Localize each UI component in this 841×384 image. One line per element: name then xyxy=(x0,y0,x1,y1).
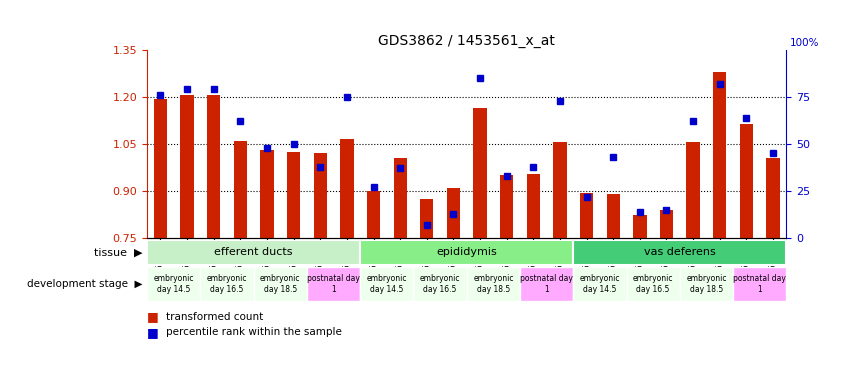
Text: epididymis: epididymis xyxy=(436,247,497,258)
Text: postnatal day
1: postnatal day 1 xyxy=(307,275,360,294)
Bar xyxy=(766,158,780,238)
Bar xyxy=(467,267,520,301)
Text: transformed count: transformed count xyxy=(166,312,263,322)
Bar xyxy=(553,142,567,238)
Bar xyxy=(394,158,407,238)
Bar xyxy=(447,188,460,238)
Bar xyxy=(633,215,647,238)
Bar xyxy=(660,210,673,238)
Bar xyxy=(147,240,360,265)
Bar xyxy=(261,150,273,238)
Text: embryonic
day 18.5: embryonic day 18.5 xyxy=(686,275,727,294)
Bar xyxy=(520,267,574,301)
Text: embryonic
day 14.5: embryonic day 14.5 xyxy=(367,275,407,294)
Bar xyxy=(686,142,700,238)
Text: embryonic
day 14.5: embryonic day 14.5 xyxy=(579,275,620,294)
Text: tissue  ▶: tissue ▶ xyxy=(94,247,143,258)
Bar xyxy=(574,240,786,265)
Bar xyxy=(154,99,167,238)
Bar xyxy=(367,191,380,238)
Bar xyxy=(580,193,593,238)
Bar xyxy=(473,108,487,238)
Bar xyxy=(287,152,300,238)
Bar xyxy=(307,267,360,301)
Text: percentile rank within the sample: percentile rank within the sample xyxy=(166,327,341,337)
Bar xyxy=(574,267,627,301)
Text: development stage  ▶: development stage ▶ xyxy=(28,279,143,289)
Bar xyxy=(680,267,733,301)
Bar xyxy=(147,267,200,301)
Text: embryonic
day 18.5: embryonic day 18.5 xyxy=(260,275,300,294)
Bar xyxy=(606,194,620,238)
Bar xyxy=(740,124,753,238)
Bar xyxy=(200,267,254,301)
Bar xyxy=(420,199,433,238)
Text: efferent ducts: efferent ducts xyxy=(214,247,293,258)
Text: embryonic
day 16.5: embryonic day 16.5 xyxy=(633,275,674,294)
Bar xyxy=(526,174,540,238)
Bar xyxy=(181,95,193,238)
Bar xyxy=(713,72,727,238)
Text: embryonic
day 18.5: embryonic day 18.5 xyxy=(473,275,514,294)
Text: embryonic
day 16.5: embryonic day 16.5 xyxy=(207,275,247,294)
Text: embryonic
day 16.5: embryonic day 16.5 xyxy=(420,275,460,294)
Bar xyxy=(341,139,353,238)
Text: 100%: 100% xyxy=(790,38,819,48)
Text: embryonic
day 14.5: embryonic day 14.5 xyxy=(154,275,194,294)
Bar xyxy=(360,267,414,301)
Bar xyxy=(414,267,467,301)
Bar xyxy=(360,240,574,265)
Bar xyxy=(207,95,220,238)
Bar xyxy=(627,267,680,301)
Bar xyxy=(234,141,247,238)
Text: vas deferens: vas deferens xyxy=(644,247,716,258)
Bar xyxy=(254,267,307,301)
Bar xyxy=(314,154,327,238)
Bar xyxy=(500,175,513,238)
Text: postnatal day
1: postnatal day 1 xyxy=(733,275,786,294)
Title: GDS3862 / 1453561_x_at: GDS3862 / 1453561_x_at xyxy=(378,33,555,48)
Bar xyxy=(733,267,786,301)
Text: ■: ■ xyxy=(147,310,159,323)
Text: ■: ■ xyxy=(147,326,159,339)
Text: postnatal day
1: postnatal day 1 xyxy=(521,275,573,294)
